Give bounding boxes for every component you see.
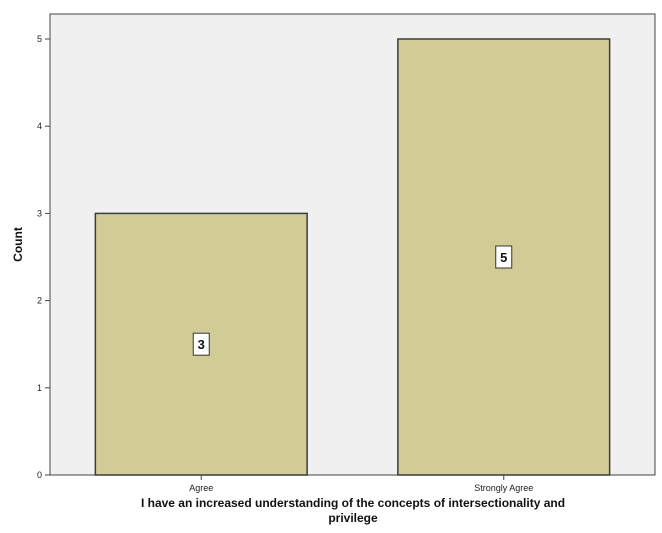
x-axis: Agree Strongly Agree <box>189 475 533 493</box>
data-label: 3 <box>198 337 205 352</box>
y-axis-label: Count <box>11 227 25 262</box>
y-tick-label: 0 <box>37 470 42 480</box>
data-labels: 35 <box>192 245 513 356</box>
y-axis: 0 1 2 3 4 5 <box>37 34 50 480</box>
y-tick-label: 3 <box>37 208 42 218</box>
y-tick-label: 2 <box>37 296 42 306</box>
y-tick-label: 4 <box>37 121 42 131</box>
x-tick-label: Strongly Agree <box>474 483 533 493</box>
data-label: 5 <box>500 250 507 265</box>
data-label-box <box>495 245 513 269</box>
y-tick-label: 5 <box>37 34 42 44</box>
y-tick-label: 1 <box>37 383 42 393</box>
data-label-box <box>192 332 210 356</box>
x-axis-label: I have an increased understanding of the… <box>141 496 565 525</box>
x-tick-label: Agree <box>189 483 213 493</box>
